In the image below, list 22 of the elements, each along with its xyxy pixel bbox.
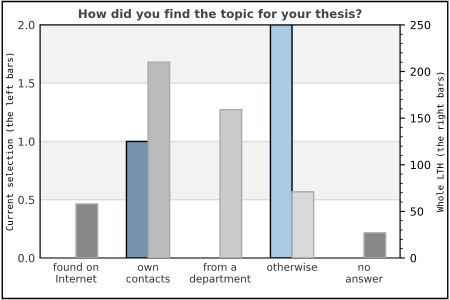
y-tick-label: 0.5 bbox=[18, 196, 34, 204]
bar bbox=[219, 109, 242, 258]
chart-title: How did you find the topic for your thesis? bbox=[78, 8, 362, 21]
y2-tick-label: 50 bbox=[410, 207, 424, 216]
y-tick-label: 1.5 bbox=[18, 79, 34, 88]
y2-tick-label: 0 bbox=[410, 254, 416, 262]
y2-tick-label: 250 bbox=[410, 20, 430, 30]
y2-tick-label: 150 bbox=[410, 114, 430, 123]
bar bbox=[75, 203, 98, 258]
bar bbox=[363, 232, 386, 258]
x-tick-label: no answer bbox=[346, 264, 383, 283]
x-tick-label: found on Internet bbox=[53, 262, 98, 283]
y-tick-label: 1.0 bbox=[18, 137, 34, 146]
y-tick-label: 0.0 bbox=[18, 254, 34, 262]
x-tick-label: otherwise bbox=[267, 262, 317, 271]
y2-axis-title: Whole LTH (the right bars) bbox=[436, 72, 446, 212]
y2-tick-label: 200 bbox=[410, 67, 430, 76]
y2-tick-label: 100 bbox=[410, 160, 430, 170]
y-tick-label: 2.0 bbox=[18, 20, 34, 30]
x-tick-label: own contacts bbox=[126, 264, 170, 283]
x-tick-label: from a department bbox=[190, 262, 251, 285]
y-axis-title: Current selection (the left bars) bbox=[6, 54, 14, 231]
